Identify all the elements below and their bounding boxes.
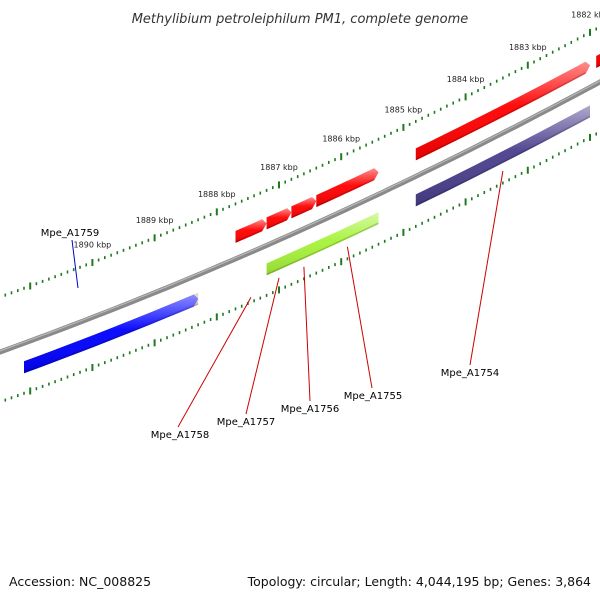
- gene-gloss-mpe-a1759: [24, 294, 199, 374]
- gene-gloss-mpe-a1758: [235, 219, 267, 243]
- tick-tracks: [4, 27, 598, 402]
- scale-label-1889: 1889 kbp: [136, 216, 174, 225]
- scale-label-1890: 1890 kbp: [74, 241, 112, 250]
- leader-mpe-a1756: [303, 266, 311, 402]
- scale-label-1882: 1882 kbp: [571, 10, 600, 19]
- gene-gloss-mpe-a1756: [291, 197, 317, 219]
- label-leader-lines: [71, 170, 504, 428]
- kbp-scale-labels: 1890 kbp 1889 kbp 1888 kbp 1887 kbp 1886 kbp…: [74, 10, 600, 249]
- leader-mpe-a1755: [346, 246, 373, 389]
- scale-label-1886: 1886 kbp: [322, 135, 360, 144]
- gene-gloss-mpe-a1754: [415, 61, 590, 161]
- gene-edge-mpe-a1758: [235, 229, 263, 243]
- scale-label-1887: 1887 kbp: [260, 163, 298, 172]
- gene-edge-mpe-a1756: [291, 207, 313, 218]
- gene-gloss-mpe-a1757: [266, 208, 292, 230]
- gene-label-mpe-a1759[interactable]: Mpe_A1759: [41, 228, 99, 239]
- scale-label-1885: 1885 kbp: [385, 105, 423, 114]
- leader-mpe-a1757: [245, 277, 280, 415]
- map-title: Methylibium petroleiphilum PM1, complete…: [132, 12, 469, 27]
- gene-label-mpe-a1757[interactable]: Mpe_A1757: [217, 417, 275, 428]
- gene-label-mpe-a1754[interactable]: Mpe_A1754: [441, 368, 499, 379]
- gene-label-mpe-a1758[interactable]: Mpe_A1758: [151, 430, 209, 441]
- gene-edge-mpe-a1757: [266, 218, 288, 230]
- gene-features: [23, 53, 600, 374]
- gene-gloss-far-right-gene: [596, 53, 600, 68]
- genome-backbone: [0, 79, 600, 355]
- gene-edge-mpe-a1755: [315, 178, 375, 207]
- genome-summary-text: Topology: circular; Length: 4,044,195 bp…: [247, 574, 591, 589]
- leader-mpe-a1759: [71, 239, 79, 289]
- accession-text: Accession: NC_008825: [9, 574, 151, 589]
- gene-label-mpe-a1755[interactable]: Mpe_A1755: [344, 391, 402, 402]
- gene-edge-navy-gene: [415, 115, 591, 207]
- gene-gloss-lime-gene: [266, 212, 379, 276]
- scale-label-1883: 1883 kbp: [509, 43, 547, 52]
- gene-edge-mpe-a1754: [415, 72, 586, 161]
- scale-label-1888: 1888 kbp: [198, 190, 236, 199]
- gene-edge-lime-gene: [266, 222, 379, 276]
- gene-gloss-navy-gene: [415, 105, 590, 207]
- gene-gloss-mpe-a1755: [316, 168, 379, 208]
- genome-line-highlight: [0, 80, 600, 352]
- genome-line: [0, 79, 600, 355]
- gene-edge-mpe-a1759: [23, 304, 195, 374]
- scale-label-1884: 1884 kbp: [447, 75, 485, 84]
- gene-label-mpe-a1756[interactable]: Mpe_A1756: [281, 404, 339, 415]
- leader-mpe-a1754: [469, 170, 504, 366]
- leader-mpe-a1758: [177, 296, 252, 428]
